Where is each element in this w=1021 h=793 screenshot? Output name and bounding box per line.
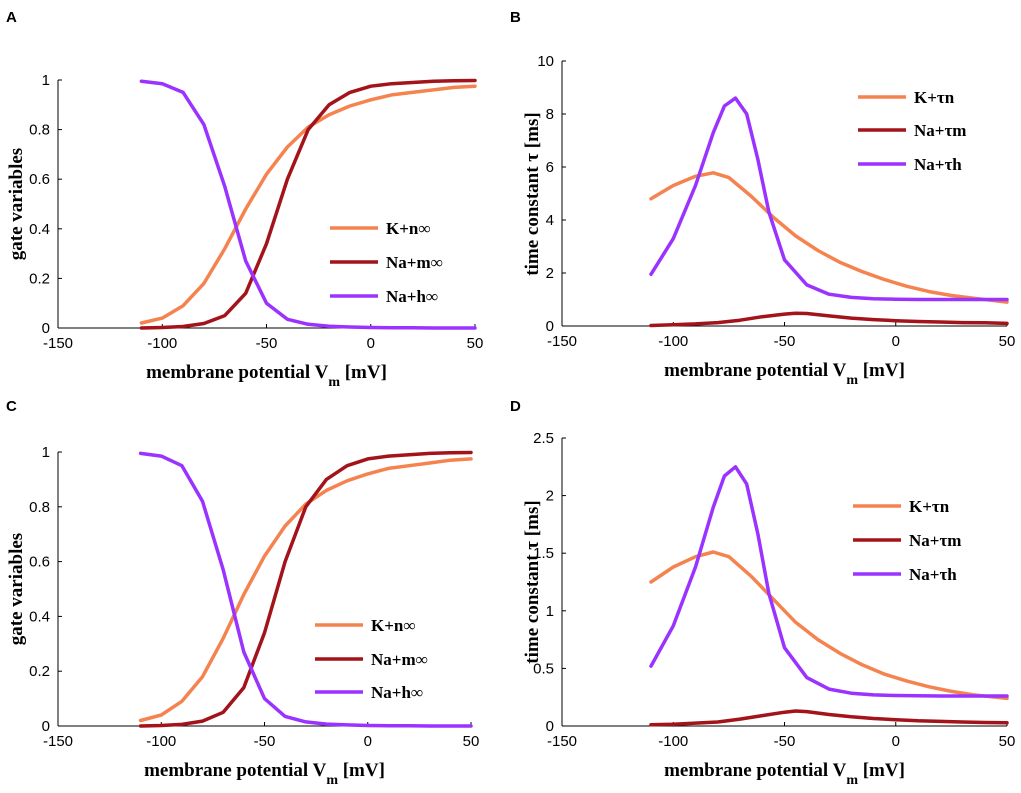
series-line-1 bbox=[138, 457, 473, 723]
y-tick-label: 10 bbox=[537, 53, 554, 70]
y-tick-label: 0 bbox=[42, 320, 50, 337]
x-tick-label: -150 bbox=[547, 733, 577, 750]
y-tick-label: 0.2 bbox=[29, 663, 50, 680]
x-tick-label: -150 bbox=[547, 333, 577, 350]
y-axis-label: gate variables bbox=[6, 148, 27, 260]
series-line-3 bbox=[139, 79, 477, 330]
x-tick-label: -150 bbox=[43, 733, 73, 750]
y-tick-label: 1 bbox=[42, 72, 50, 89]
legend-label: Na+m∞ bbox=[371, 650, 428, 669]
legend-label: Na+m∞ bbox=[386, 253, 443, 272]
x-tick-label: -100 bbox=[658, 733, 688, 750]
chart-panel-c: -150 -100 -50 0 50 0 0.2 0.4 0.6 0.8 1 membrane pot… bbox=[6, 444, 479, 788]
chart-panel-a: -150 -100 -50 0 50 0 0.2 0.4 0.6 0.8 1 membrane pot… bbox=[6, 72, 483, 390]
x-tick-label: -50 bbox=[774, 733, 796, 750]
chart-panel-b: -150 -100 -50 0 50 0 2 4 6 8 10 membrane potential … bbox=[522, 53, 1015, 388]
chart-panel-d: -150 -100 -50 0 50 0 0.5 1 1.5 2 2.5 membrane poten… bbox=[522, 430, 1015, 788]
y-tick-label: 0.4 bbox=[29, 221, 50, 238]
x-tick-label: -100 bbox=[147, 335, 177, 352]
x-tick-label: 50 bbox=[467, 335, 484, 352]
legend-label: Na+τh bbox=[914, 155, 962, 174]
x-tick-label: -50 bbox=[774, 333, 796, 350]
x-tick-label: 50 bbox=[999, 733, 1016, 750]
legend-label: Na+h∞ bbox=[371, 683, 423, 702]
y-axis-label: time constant τ [ms] bbox=[522, 112, 543, 275]
panel-letter-b: B bbox=[510, 9, 521, 26]
legend-label: K+n∞ bbox=[371, 616, 415, 635]
legend-label: K+τn bbox=[914, 88, 955, 107]
x-axis-label: membrane potential Vm [mV] bbox=[146, 362, 387, 390]
y-tick-label: 0.5 bbox=[533, 660, 554, 677]
y-axis-label: gate variables bbox=[6, 533, 27, 645]
y-tick-label: 0 bbox=[42, 718, 50, 735]
x-axis-label: membrane potential Vm [mV] bbox=[144, 760, 385, 788]
series-line-2 bbox=[649, 311, 1009, 328]
y-tick-label: 0.2 bbox=[29, 270, 50, 287]
y-tick-label: 0.8 bbox=[29, 499, 50, 516]
x-axis-label: membrane potential Vm [mV] bbox=[664, 760, 905, 788]
y-tick-label: 0 bbox=[546, 718, 554, 735]
y-tick-label: 2 bbox=[546, 265, 554, 282]
y-tick-label: 4 bbox=[546, 212, 554, 229]
y-tick-label: 1 bbox=[42, 444, 50, 461]
y-tick-label: 0.6 bbox=[29, 554, 50, 571]
panel-letter-a: A bbox=[6, 9, 17, 26]
series-line-2 bbox=[649, 709, 1009, 727]
y-tick-label: 2 bbox=[546, 488, 554, 505]
legend-label: K+τn bbox=[909, 497, 950, 516]
series-line-1 bbox=[649, 171, 1009, 304]
panel-letter-d: D bbox=[510, 398, 521, 415]
y-axis-label: time constant τ [ms] bbox=[522, 500, 543, 663]
y-tick-label: 8 bbox=[546, 106, 554, 123]
series-line-3 bbox=[649, 96, 1009, 302]
x-tick-label: 50 bbox=[463, 733, 480, 750]
series-line-3 bbox=[649, 465, 1009, 698]
legend-label: Na+τm bbox=[909, 531, 961, 550]
legend-label: Na+τm bbox=[914, 121, 966, 140]
y-tick-label: 0.4 bbox=[29, 608, 50, 625]
x-tick-label: 0 bbox=[892, 733, 900, 750]
x-tick-label: 0 bbox=[892, 333, 900, 350]
legend-label: Na+h∞ bbox=[386, 287, 438, 306]
x-axis-label: membrane potential Vm [mV] bbox=[664, 360, 905, 388]
y-tick-label: 0.6 bbox=[29, 171, 50, 188]
x-tick-label: 0 bbox=[364, 733, 372, 750]
series-line-3 bbox=[138, 451, 473, 728]
series-line-1 bbox=[649, 550, 1009, 701]
x-tick-label: 0 bbox=[367, 335, 375, 352]
y-tick-label: 2.5 bbox=[533, 430, 554, 447]
legend-label: K+n∞ bbox=[386, 219, 430, 238]
x-tick-label: -50 bbox=[254, 733, 276, 750]
y-tick-label: 1 bbox=[546, 603, 554, 620]
x-tick-label: -150 bbox=[43, 335, 73, 352]
y-tick-label: 6 bbox=[546, 159, 554, 176]
series-line-2 bbox=[139, 78, 477, 330]
x-tick-label: -50 bbox=[256, 335, 278, 352]
x-tick-label: -100 bbox=[146, 733, 176, 750]
legend-label: Na+τh bbox=[909, 565, 957, 584]
series-line-2 bbox=[138, 450, 473, 728]
y-tick-label: 0.8 bbox=[29, 122, 50, 139]
y-tick-label: 0 bbox=[546, 318, 554, 335]
x-tick-label: -100 bbox=[658, 333, 688, 350]
panel-letter-c: C bbox=[6, 398, 17, 415]
y-tick-label: 1.5 bbox=[533, 545, 554, 562]
x-tick-label: 50 bbox=[999, 333, 1016, 350]
